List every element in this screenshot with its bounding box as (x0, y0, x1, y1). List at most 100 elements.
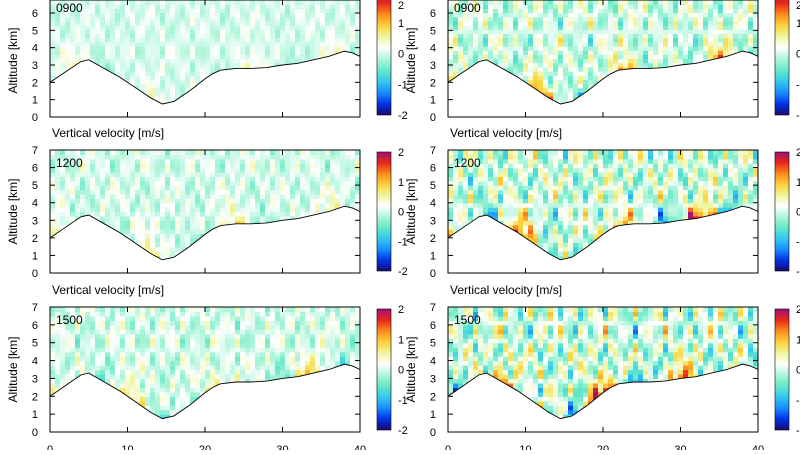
field-cell (300, 0, 306, 5)
field-cell (120, 194, 126, 199)
field-cell (543, 17, 549, 22)
field-cell (673, 75, 679, 80)
field-cell (235, 79, 241, 84)
field-cell (265, 229, 271, 234)
field-cell (130, 67, 136, 72)
field-cell (533, 33, 539, 38)
field-cell (185, 38, 191, 43)
field-cell (115, 181, 121, 186)
field-cell (295, 54, 301, 59)
field-cell (325, 109, 331, 114)
field-cell (583, 67, 589, 72)
field-cell (85, 46, 91, 51)
field-cell (743, 71, 749, 76)
field-cell (85, 100, 91, 105)
field-cell (220, 8, 226, 13)
field-cell (240, 176, 246, 181)
field-cell (145, 247, 151, 252)
field-cell (280, 194, 286, 199)
field-cell (305, 33, 311, 38)
field-cell (593, 38, 599, 43)
field-cell (588, 25, 594, 30)
field-cell (320, 92, 326, 97)
field-cell (275, 159, 281, 164)
field-cell (160, 79, 166, 84)
field-cell (463, 46, 469, 51)
field-cell (265, 172, 271, 177)
field-cell (723, 0, 729, 5)
field-cell (290, 54, 296, 59)
field-cell (255, 88, 261, 93)
field-cell (275, 67, 281, 72)
field-cell (703, 4, 709, 9)
field-cell (593, 71, 599, 76)
field-cell (463, 79, 469, 84)
field-cell (165, 17, 171, 22)
field-cell (548, 33, 554, 38)
field-cell (588, 63, 594, 68)
field-cell (678, 46, 684, 51)
field-cell (448, 38, 454, 43)
field-cell (270, 0, 276, 5)
field-cell (310, 75, 316, 80)
field-cell (230, 33, 236, 38)
field-cell (70, 255, 76, 260)
field-cell (558, 50, 564, 55)
field-cell (200, 59, 206, 64)
field-cell (290, 198, 296, 203)
field-cell (170, 17, 176, 22)
field-cell (160, 185, 166, 190)
field-cell (225, 21, 231, 26)
field-cell (95, 42, 101, 47)
field-cell (120, 67, 126, 72)
field-cell (598, 50, 604, 55)
field-cell (310, 33, 316, 38)
field-cell (110, 212, 116, 217)
field-cell (673, 96, 679, 101)
field-cell (60, 50, 66, 55)
field-cell (603, 25, 609, 30)
field-cell (678, 100, 684, 105)
field-cell (300, 181, 306, 186)
field-cell (170, 229, 176, 234)
field-cell (663, 17, 669, 22)
field-cell (265, 54, 271, 59)
field-cell (230, 242, 236, 247)
field-cell (653, 88, 659, 93)
field-cell (310, 96, 316, 101)
field-cell (493, 4, 499, 9)
field-cell (120, 247, 126, 252)
field-cell (95, 172, 101, 177)
field-cell (340, 54, 346, 59)
field-cell (225, 185, 231, 190)
field-cell (255, 260, 261, 265)
field-cell (663, 92, 669, 97)
field-cell (478, 92, 484, 97)
field-cell (155, 159, 161, 164)
field-cell (498, 96, 504, 101)
field-cell (743, 42, 749, 47)
field-cell (70, 92, 76, 97)
field-cell (215, 154, 221, 159)
field-cell (340, 104, 346, 109)
field-cell (225, 17, 231, 22)
field-cell (493, 79, 499, 84)
field-cell (738, 104, 744, 109)
field-cell (235, 0, 241, 5)
field-cell (738, 0, 744, 5)
field-cell (240, 255, 246, 260)
field-cell (130, 194, 136, 199)
field-cell (275, 190, 281, 195)
field-cell (523, 21, 529, 26)
field-cell (668, 75, 674, 80)
field-cell (468, 42, 474, 47)
field-cell (598, 46, 604, 51)
field-cell (290, 225, 296, 230)
field-cell (230, 38, 236, 43)
field-cell (145, 75, 151, 80)
field-cell (135, 172, 141, 177)
field-cell (190, 212, 196, 217)
field-cell (140, 255, 146, 260)
field-cell (290, 84, 296, 89)
field-cell (245, 172, 251, 177)
